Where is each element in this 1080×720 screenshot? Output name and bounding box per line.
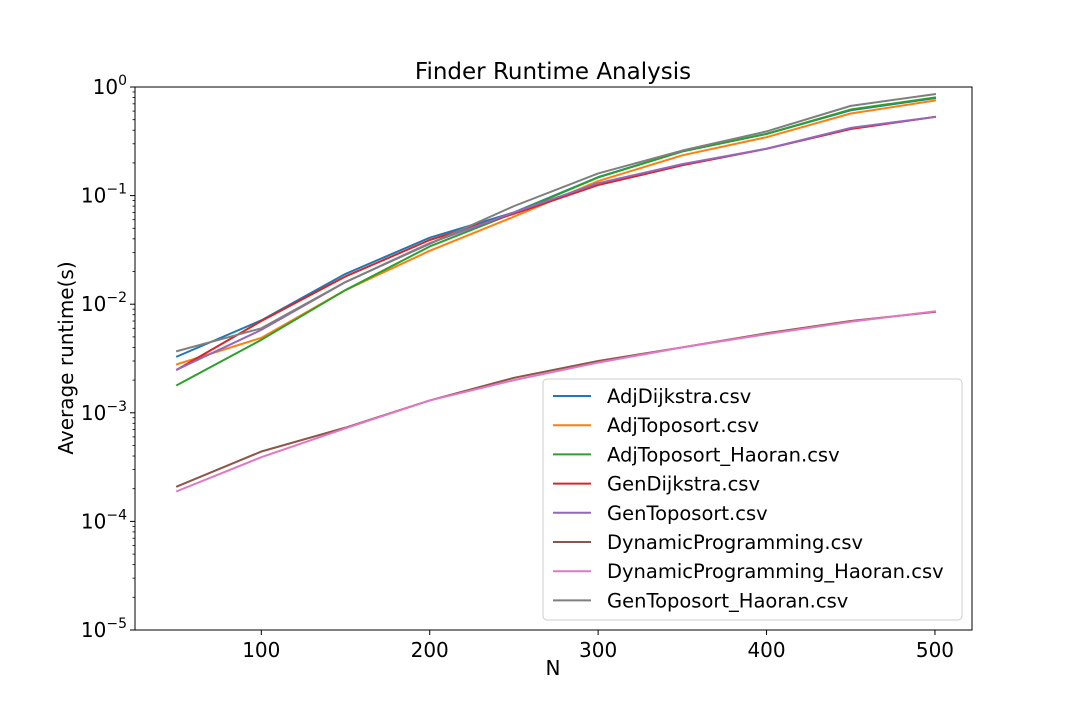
chart-title: Finder Runtime Analysis [415, 59, 691, 85]
y-tick-label: 100 [93, 73, 127, 99]
y-tick-label: 10−1 [81, 182, 127, 208]
x-axis-label: N [546, 656, 561, 680]
series-line-7 [175, 310, 937, 493]
series-line-3 [175, 96, 937, 387]
y-tick-label: 10−4 [81, 507, 127, 533]
y-tick-label: 10−2 [81, 290, 127, 316]
y-axis-ticks: 10−5 10−4 10−3 10−2 10−1 100 [81, 73, 135, 642]
legend-label: DynamicProgramming.csv [607, 531, 863, 554]
legend-label: DynamicProgramming_Haoran.csv [607, 560, 944, 583]
legend: AdjDijkstra.csv AdjToposort.csv AdjToposor… [542, 378, 963, 621]
x-tick-label: 500 [916, 638, 954, 662]
axes-frame [134, 86, 973, 631]
x-axis-ticks: 100 200 300 400 500 [242, 630, 954, 662]
plot-area [175, 92, 937, 493]
series-line-8 [175, 92, 937, 353]
x-tick-label: 400 [747, 638, 785, 662]
legend-box [542, 378, 963, 621]
legend-label: GenDijkstra.csv [607, 473, 760, 496]
x-tick-label: 100 [242, 638, 280, 662]
y-tick-label: 10−3 [81, 399, 127, 425]
y-axis-label: Average runtime(s) [54, 261, 78, 454]
legend-label: GenToposort.csv [607, 502, 768, 525]
legend-label: AdjToposort.csv [607, 414, 759, 437]
legend-label: AdjToposort_Haoran.csv [607, 443, 840, 466]
legend-label: GenToposort_Haoran.csv [607, 589, 848, 612]
y-tick-label: 10−5 [81, 616, 127, 642]
series-line-4 [175, 115, 937, 371]
x-tick-label: 200 [411, 638, 449, 662]
legend-label: AdjDijkstra.csv [607, 385, 751, 408]
x-tick-label: 300 [579, 638, 617, 662]
series-line-5 [175, 115, 937, 371]
